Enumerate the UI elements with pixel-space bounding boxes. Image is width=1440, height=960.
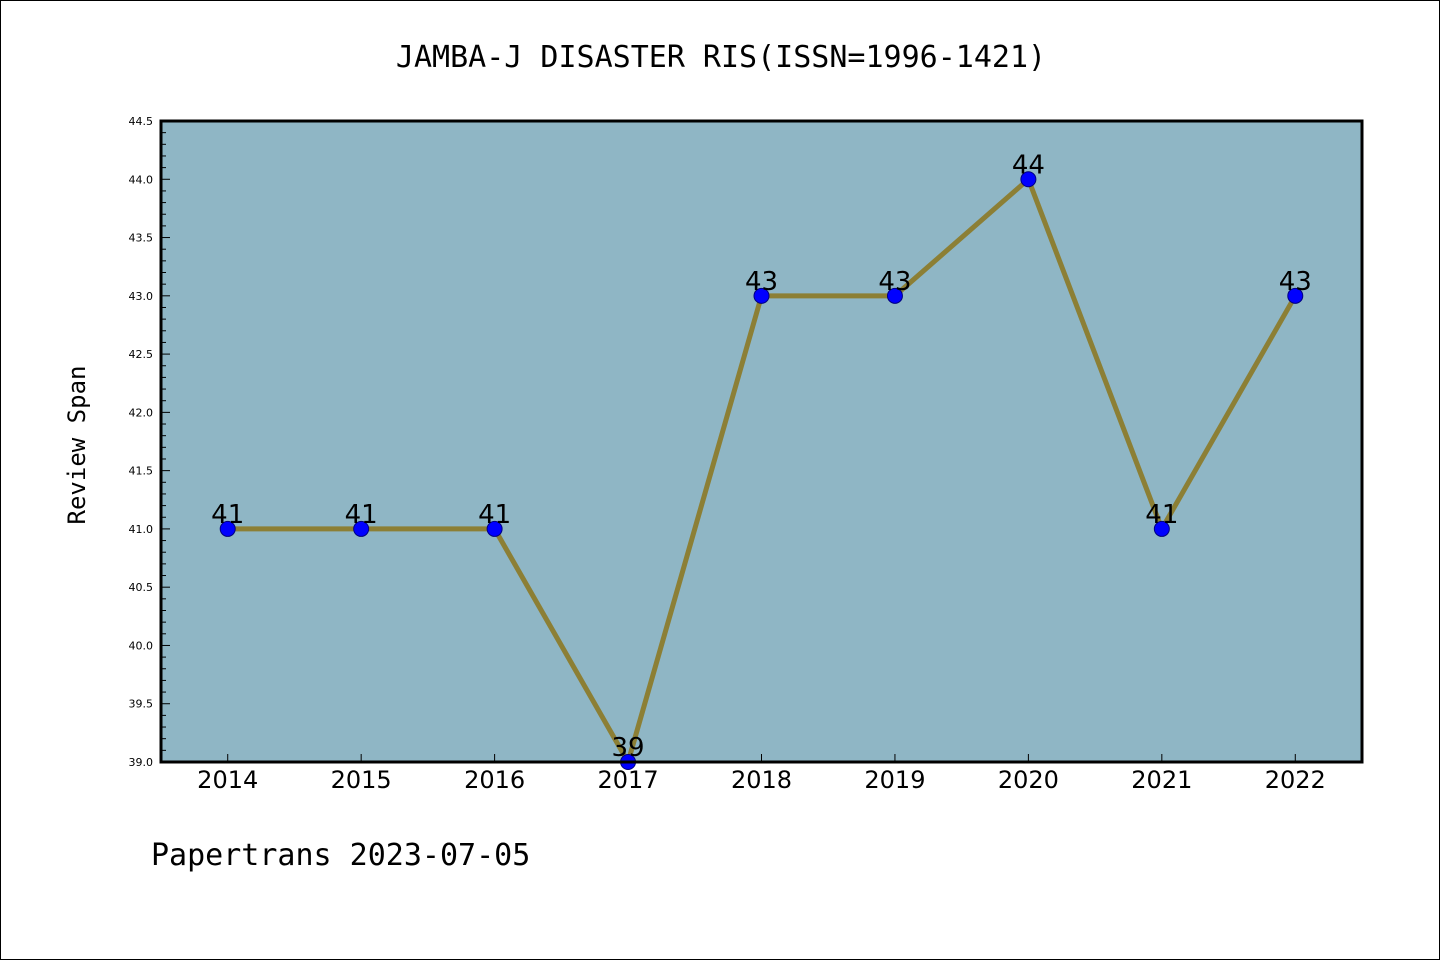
data-point <box>1020 171 1037 188</box>
data-point <box>1287 287 1304 304</box>
y-tick-label: 44.0 <box>129 173 154 186</box>
y-tick-label: 42.5 <box>129 348 154 361</box>
y-axis-ticks: 39.0 39.5 40.0 40.5 41.0 41.5 42.0 42.5 43.0 43.5… <box>129 115 170 769</box>
x-tick-label: 2017 <box>598 766 659 794</box>
y-tick-label: 40.0 <box>129 639 154 652</box>
data-label: 41 <box>345 500 378 530</box>
data-labels: 41 41 41 39 43 43 44 41 43 <box>211 150 1312 763</box>
y-tick-label: 39.5 <box>129 698 154 711</box>
data-label: 41 <box>1145 500 1178 530</box>
series-layer <box>219 171 1304 770</box>
data-point <box>753 287 770 304</box>
data-point <box>219 520 236 537</box>
y-tick-label: 40.5 <box>129 581 154 594</box>
x-tick-label: 2021 <box>1131 766 1192 794</box>
data-label: 44 <box>1012 150 1045 180</box>
y-tick-label: 43.5 <box>129 232 154 245</box>
chart-title: JAMBA-J DISASTER RIS(ISSN=1996-1421) <box>396 40 1046 75</box>
y-tick-label: 41.0 <box>129 523 154 536</box>
data-point <box>886 287 903 304</box>
x-tick-label: 2019 <box>864 766 925 794</box>
data-label: 41 <box>478 500 511 530</box>
y-axis-label: Review Span <box>63 366 91 525</box>
x-tick-label: 2020 <box>998 766 1059 794</box>
footer-text: Papertrans 2023-07-05 <box>151 838 530 873</box>
x-tick-label: 2018 <box>731 766 792 794</box>
plot-frame <box>159 119 1364 764</box>
y-tick-label: 41.5 <box>129 465 154 478</box>
data-point <box>353 520 370 537</box>
data-label: 43 <box>745 267 778 297</box>
data-point <box>486 520 503 537</box>
y-tick-label: 44.5 <box>129 115 154 128</box>
x-tick-label: 2015 <box>331 766 392 794</box>
data-point <box>1153 520 1170 537</box>
x-tick-label: 2022 <box>1265 766 1326 794</box>
plot-area <box>161 121 1362 762</box>
x-tick-label: 2014 <box>197 766 258 794</box>
y-tick-label: 42.0 <box>129 406 154 419</box>
y-tick-label: 39.0 <box>129 756 154 769</box>
y-tick-label: 43.0 <box>129 290 154 303</box>
x-axis-ticks: 2014 2015 2016 2017 2018 2019 2020 2021 2022 <box>197 754 1326 794</box>
data-label: 43 <box>1279 267 1312 297</box>
data-label: 39 <box>612 733 645 763</box>
data-label: 43 <box>878 267 911 297</box>
x-tick-label: 2016 <box>464 766 525 794</box>
data-label: 41 <box>211 500 244 530</box>
